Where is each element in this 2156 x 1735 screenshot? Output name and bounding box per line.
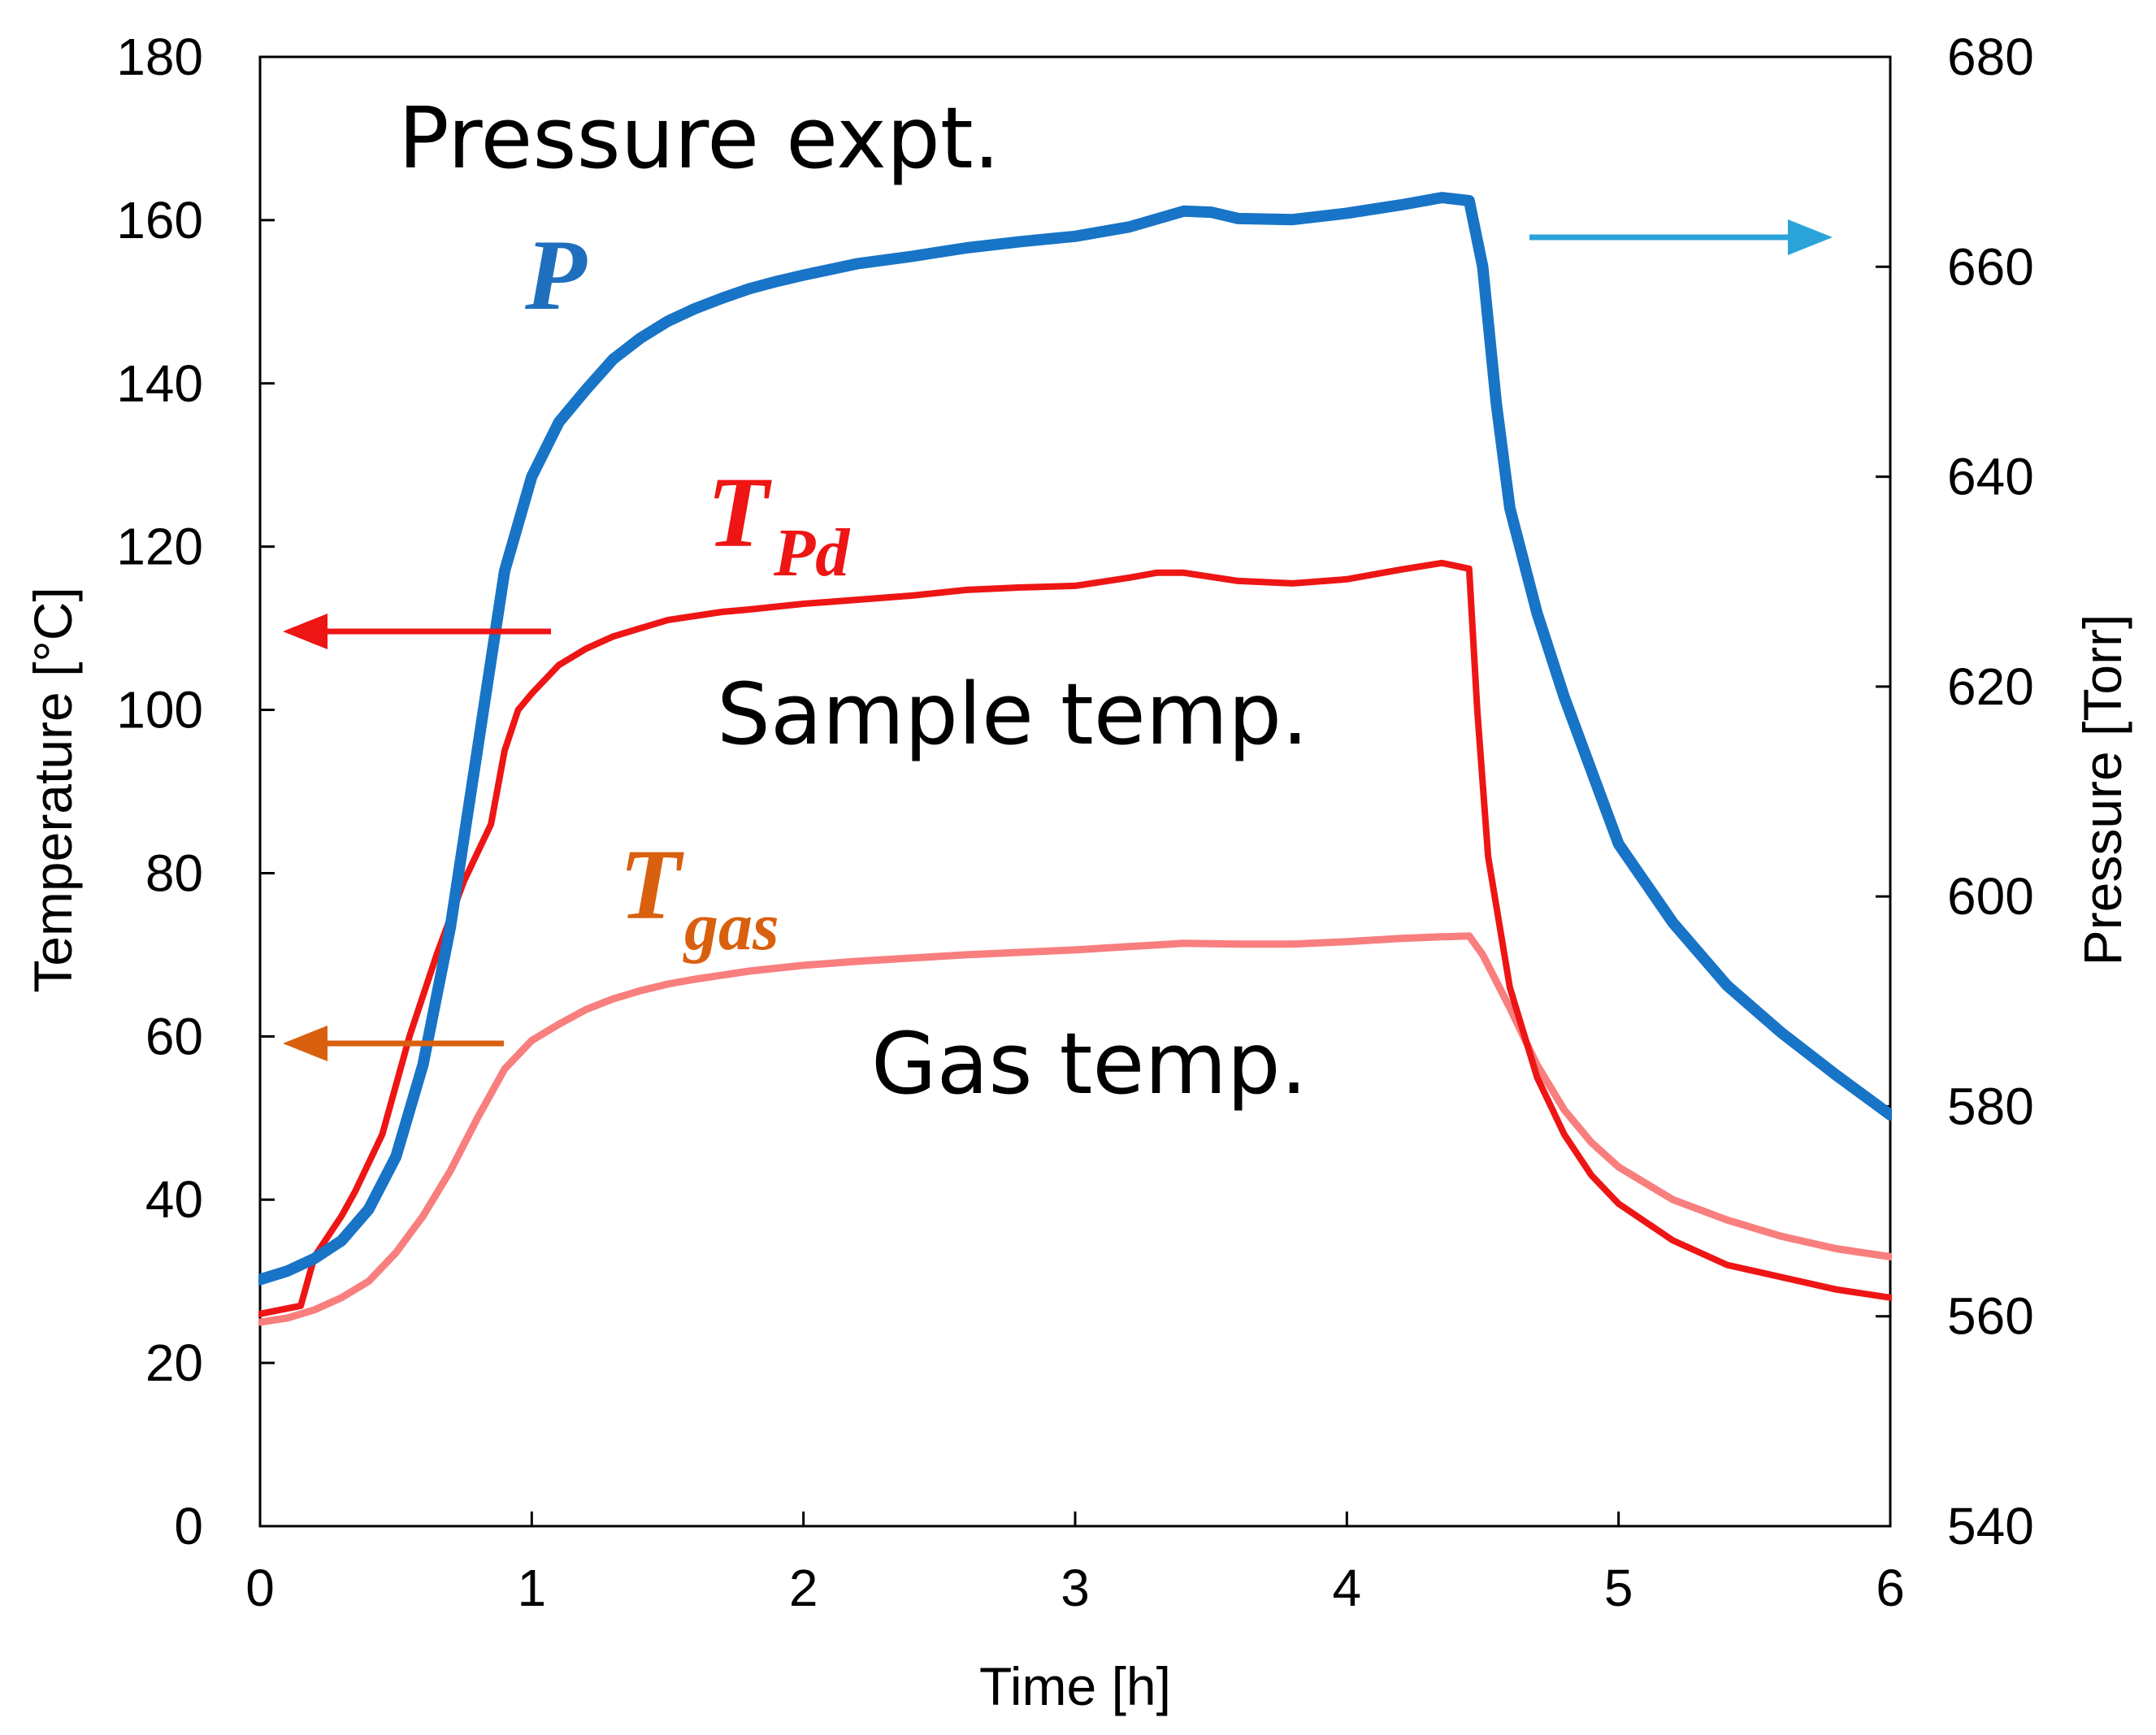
pressure-right-axis-arrow — [1529, 219, 1833, 255]
y-right-tick-label: 660 — [1947, 237, 2034, 296]
y-axis-right-title: Pressure [Torr] — [2072, 614, 2132, 966]
series-line-p — [258, 192, 1892, 1286]
y-left-tick-label: 40 — [145, 1170, 203, 1229]
x-tick-label: 6 — [1876, 1559, 1905, 1617]
y-right-tick-label: 560 — [1947, 1287, 2034, 1346]
x-tick-label: 5 — [1604, 1559, 1633, 1617]
x-tick-label: 1 — [518, 1559, 547, 1617]
series-line-tgas — [258, 932, 1892, 1326]
series-label-p: P — [524, 219, 588, 331]
pressure-expt-annotation: Pressure expt. — [398, 89, 1000, 188]
y-left-tick-label: 160 — [116, 191, 203, 249]
sample-temp-annotation: Sample temp. — [717, 665, 1308, 764]
x-tick-label: 2 — [789, 1559, 818, 1617]
series-lines — [258, 192, 1892, 1326]
y-left-tick-label: 60 — [145, 1007, 203, 1065]
x-axis-title: Time [h] — [979, 1656, 1171, 1716]
y-right-tick-label: 580 — [1947, 1077, 2034, 1135]
y-left-tick-label: 100 — [116, 681, 203, 740]
y-left-tick-label: 20 — [145, 1334, 203, 1392]
axis-ticks — [258, 55, 1892, 1528]
y-left-tick-label: 80 — [145, 844, 203, 902]
y-left-tick-label: 180 — [116, 28, 203, 86]
y-right-tick-label: 540 — [1947, 1497, 2034, 1555]
x-tick-label: 4 — [1333, 1559, 1362, 1617]
y-right-tick-label: 600 — [1947, 867, 2034, 926]
y-left-tick-label: 120 — [116, 518, 203, 576]
series-label-tpd: T Pd — [707, 457, 851, 591]
y-left-tick-label: 140 — [116, 354, 203, 413]
y-right-tick-label: 620 — [1947, 657, 2034, 716]
plot-area — [258, 55, 1892, 1528]
sample-temp-left-axis-arrow — [283, 614, 551, 649]
gas-temp-annotation: Gas temp. — [871, 1014, 1308, 1113]
gas-temp-left-axis-arrow — [283, 1026, 504, 1061]
x-tick-label: 0 — [245, 1559, 275, 1617]
y-left-tick-label: 0 — [174, 1497, 203, 1555]
y-right-tick-label: 640 — [1947, 448, 2034, 506]
x-tick-label: 3 — [1061, 1559, 1090, 1617]
tick-labels: 0 1 2 3 4 5 6020406080100120140160180540560580… — [116, 28, 2034, 1617]
series-label-tgas: T gas — [619, 829, 779, 965]
y-axis-left-title: Temperature [°C] — [23, 587, 83, 993]
y-right-tick-label: 680 — [1947, 28, 2034, 86]
